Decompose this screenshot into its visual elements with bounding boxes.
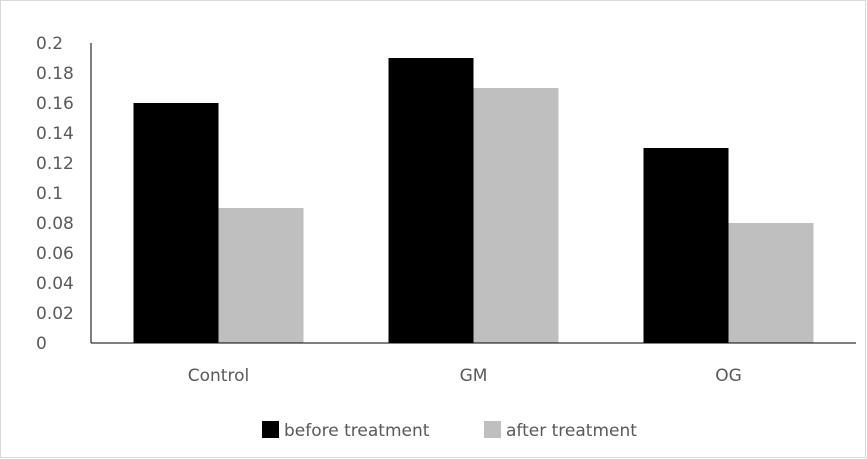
legend-label: after treatment [506, 421, 637, 441]
y-tick-label: 0.04 [36, 274, 74, 294]
y-tick-label: 0.02 [36, 304, 74, 324]
x-tick-label: GM [460, 366, 488, 386]
legend-swatch [262, 421, 279, 438]
legend: before treatment after treatment [262, 421, 637, 441]
bars [133, 58, 814, 343]
y-tick-label: 0.06 [36, 244, 74, 264]
x-tick-label: Control [188, 366, 249, 386]
legend-swatch [484, 421, 501, 438]
bar-control-after [218, 208, 304, 343]
legend-label: before treatment [284, 421, 430, 441]
bar-gm-before [388, 58, 474, 343]
y-tick-label: 0.12 [36, 154, 74, 174]
x-axis-labels: Control GM OG [188, 366, 742, 386]
y-tick-label: 0 [36, 334, 47, 354]
bar-og-after [728, 223, 814, 343]
y-tick-label: 0.08 [36, 214, 74, 234]
y-tick-label: 0.16 [36, 94, 74, 114]
y-tick-label: 0.18 [36, 64, 74, 84]
y-tick-label: 0.2 [36, 34, 63, 54]
y-axis-ticks: 0 0.02 0.04 0.06 0.08 0.1 0.12 0.14 0.16 0.18 0.2 [36, 34, 74, 354]
y-tick-label: 0.14 [36, 124, 74, 144]
bar-control-before [133, 103, 219, 343]
bar-og-before [643, 148, 729, 343]
bar-gm-after [473, 88, 559, 343]
x-tick-label: OG [715, 366, 742, 386]
y-tick-label: 0.1 [36, 184, 63, 204]
